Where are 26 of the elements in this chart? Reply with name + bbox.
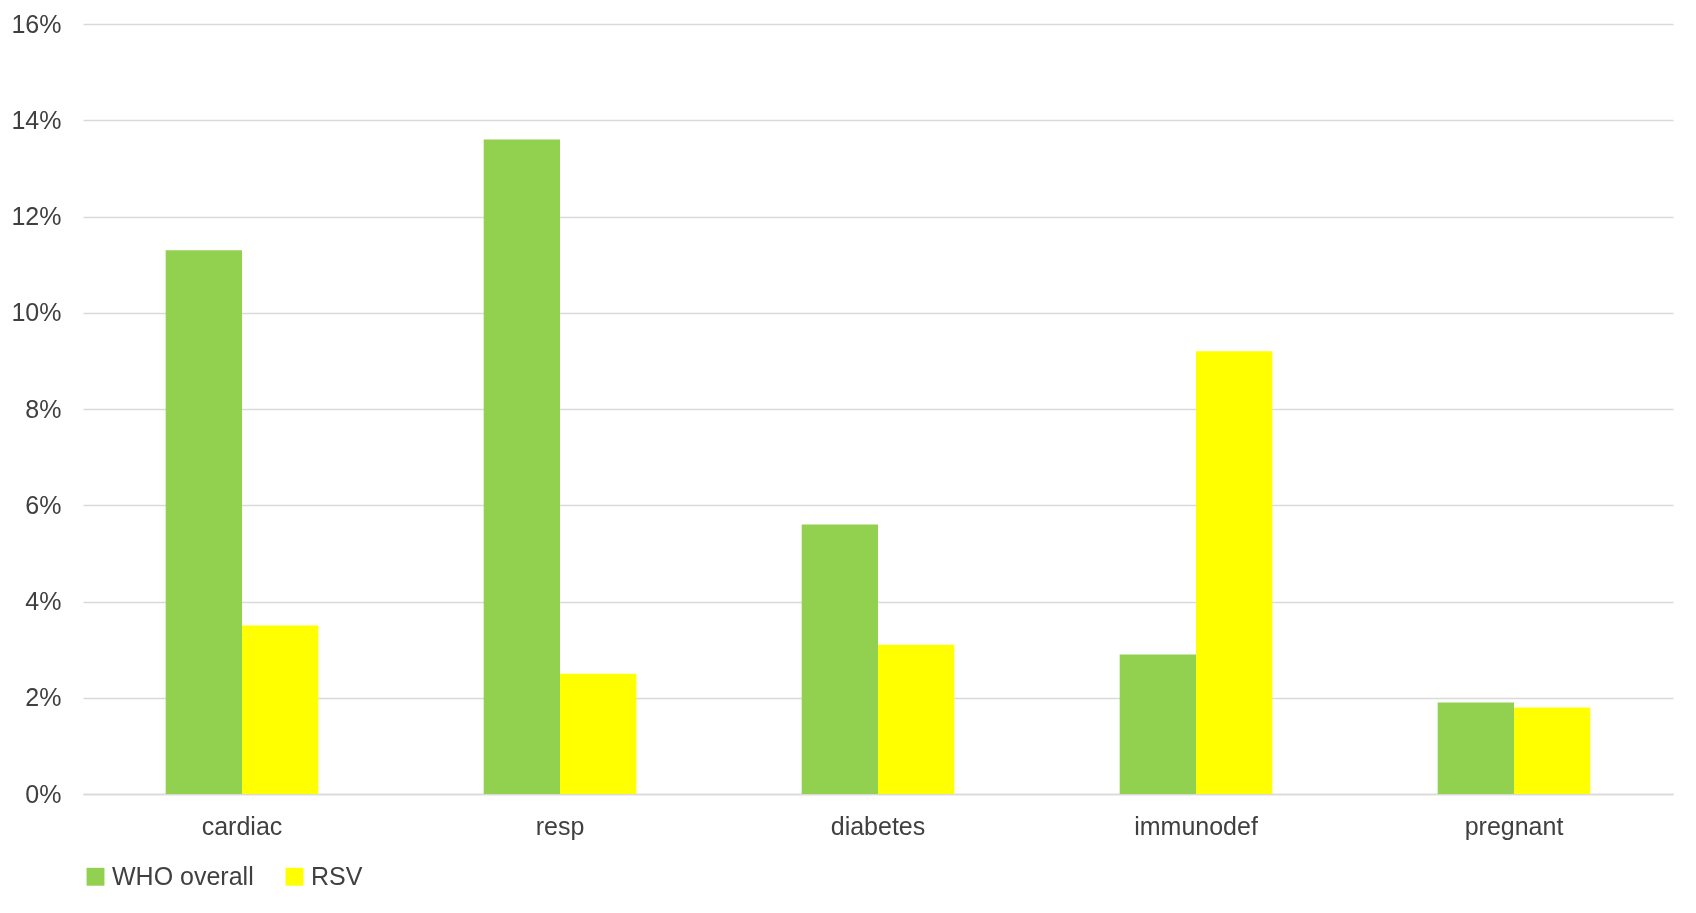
y-tick-label: 10% [11,298,62,327]
legend-label: RSV [311,861,363,890]
bar [1514,707,1591,794]
y-tick-label: 8% [25,394,62,423]
bar [801,524,878,794]
y-tick-label: 12% [11,202,62,230]
y-tick-label: 4% [25,587,62,615]
x-tick-label: resp [535,811,585,840]
x-tick-label: cardiac [201,811,283,840]
bar [242,625,319,794]
bar [1196,351,1273,794]
bar [1437,702,1514,794]
y-tick-label: 14% [11,105,62,134]
x-tick-label: diabetes [830,811,926,840]
bar [560,673,637,794]
x-tick-label: immunodef [1134,811,1258,840]
y-tick-label: 6% [25,490,62,519]
y-tick-label: 2% [25,683,62,712]
bar [165,250,242,794]
y-tick-label: 0% [25,779,62,808]
bar [483,139,560,794]
x-tick-label: pregnant [1464,811,1564,840]
y-tick-label: 16% [11,9,62,38]
legend-label: WHO overall [112,861,254,890]
bar [878,644,955,794]
bar [1119,654,1196,794]
